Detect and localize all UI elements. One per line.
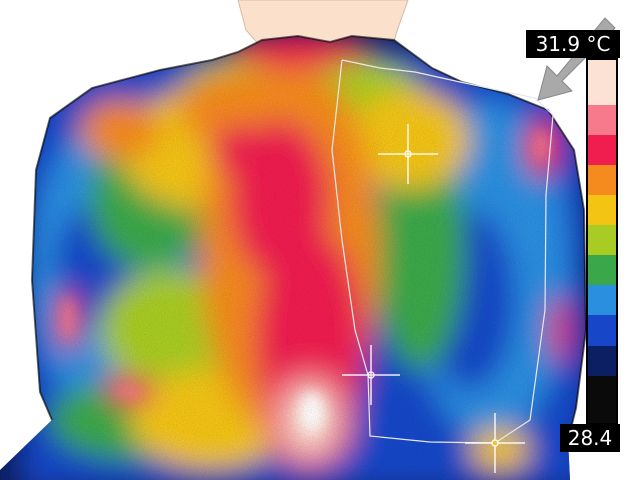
scale-segment xyxy=(588,255,616,286)
scale-segment xyxy=(588,165,616,196)
min-temperature-label: 28.4 xyxy=(560,424,620,452)
temperature-scale-bar xyxy=(586,58,618,424)
scale-segment xyxy=(588,225,616,256)
scale-segment xyxy=(588,285,616,316)
max-temperature-label: 31.9 °C xyxy=(526,30,620,58)
scale-segment xyxy=(588,135,616,166)
scale-segment xyxy=(588,375,616,423)
measurement-lines xyxy=(331,59,554,444)
crosshair-marker-upper xyxy=(378,124,438,184)
crosshair-marker-lower xyxy=(465,413,525,473)
crosshair-marker-middle xyxy=(342,345,400,405)
scale-segment xyxy=(588,105,616,136)
scale-segment xyxy=(588,315,616,346)
scale-segment xyxy=(588,195,616,226)
scale-segment xyxy=(588,60,616,106)
scale-segment xyxy=(588,345,616,376)
